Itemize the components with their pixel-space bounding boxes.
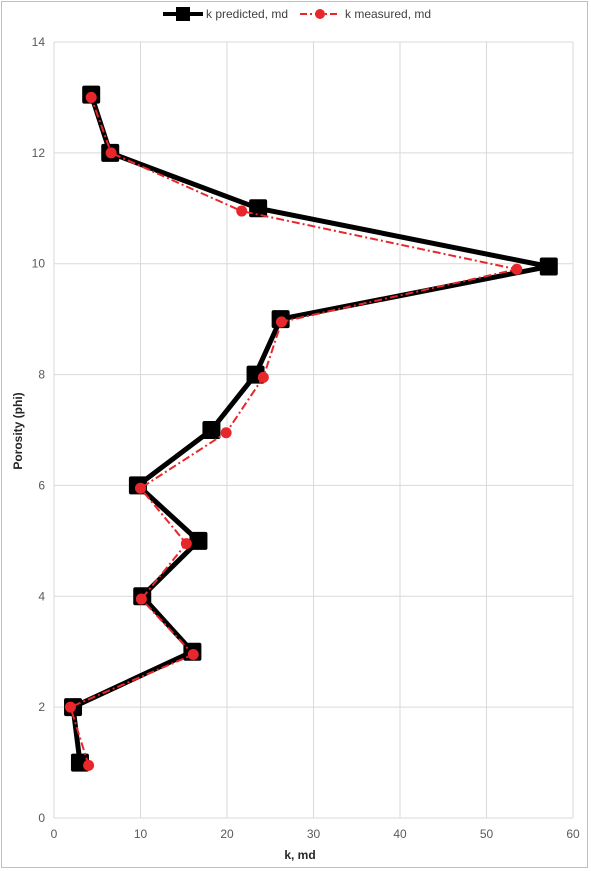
y-tick-label: 4 <box>38 589 45 603</box>
data-point-k-measured <box>85 91 97 103</box>
data-point-k-measured <box>64 701 76 713</box>
data-point-k-measured <box>275 316 287 328</box>
x-tick-label: 30 <box>307 827 321 841</box>
x-tick-label: 10 <box>134 827 148 841</box>
series-k-predicted <box>64 85 558 772</box>
data-point-k-measured <box>180 538 192 550</box>
x-tick-label: 60 <box>566 827 580 841</box>
legend: k predicted, md k measured, md <box>163 7 431 21</box>
legend-marker-k-predicted <box>176 7 190 21</box>
data-point-k-predicted <box>539 257 558 276</box>
x-tick-label: 0 <box>51 827 58 841</box>
data-point-k-measured <box>220 427 232 439</box>
y-tick-label: 12 <box>32 146 46 160</box>
data-point-k-measured <box>135 593 147 605</box>
series-line-k-predicted <box>70 93 552 763</box>
data-point-k-measured <box>105 147 117 159</box>
x-axis-title: k, md <box>284 848 315 862</box>
data-point-k-predicted <box>189 531 208 550</box>
y-tick-label: 8 <box>38 368 45 382</box>
data-point-k-measured <box>257 371 269 383</box>
data-point-k-measured <box>83 759 95 771</box>
data-point-k-measured <box>236 205 248 217</box>
y-tick-label: 2 <box>38 700 45 714</box>
series-layer <box>64 85 558 772</box>
x-tick-label: 40 <box>393 827 407 841</box>
data-point-k-measured <box>511 263 523 275</box>
y-tick-labels: 0 2 4 6 8 10 12 14 <box>32 35 46 825</box>
y-tick-label: 10 <box>32 257 46 271</box>
data-point-k-measured <box>187 648 199 660</box>
y-tick-label: 0 <box>38 811 45 825</box>
series-k-measured <box>64 91 523 771</box>
legend-marker-k-measured <box>315 9 325 19</box>
data-point-k-measured <box>135 482 146 494</box>
data-point-k-predicted <box>202 421 221 439</box>
x-tick-labels: 0 10 20 30 40 50 60 <box>51 827 580 841</box>
legend-label-k-measured: k measured, md <box>345 7 431 21</box>
legend-item-k-predicted: k predicted, md <box>163 7 288 21</box>
series-line-k-measured <box>69 97 518 766</box>
legend-label-k-predicted: k predicted, md <box>206 7 288 21</box>
x-tick-label: 20 <box>220 827 234 841</box>
x-tick-label: 50 <box>480 827 494 841</box>
y-axis-title: Porosity (phi) <box>11 392 25 469</box>
legend-item-k-measured: k measured, md <box>300 7 431 21</box>
y-tick-label: 6 <box>38 478 45 492</box>
y-tick-label: 14 <box>32 35 46 49</box>
data-point-k-predicted <box>249 199 268 218</box>
